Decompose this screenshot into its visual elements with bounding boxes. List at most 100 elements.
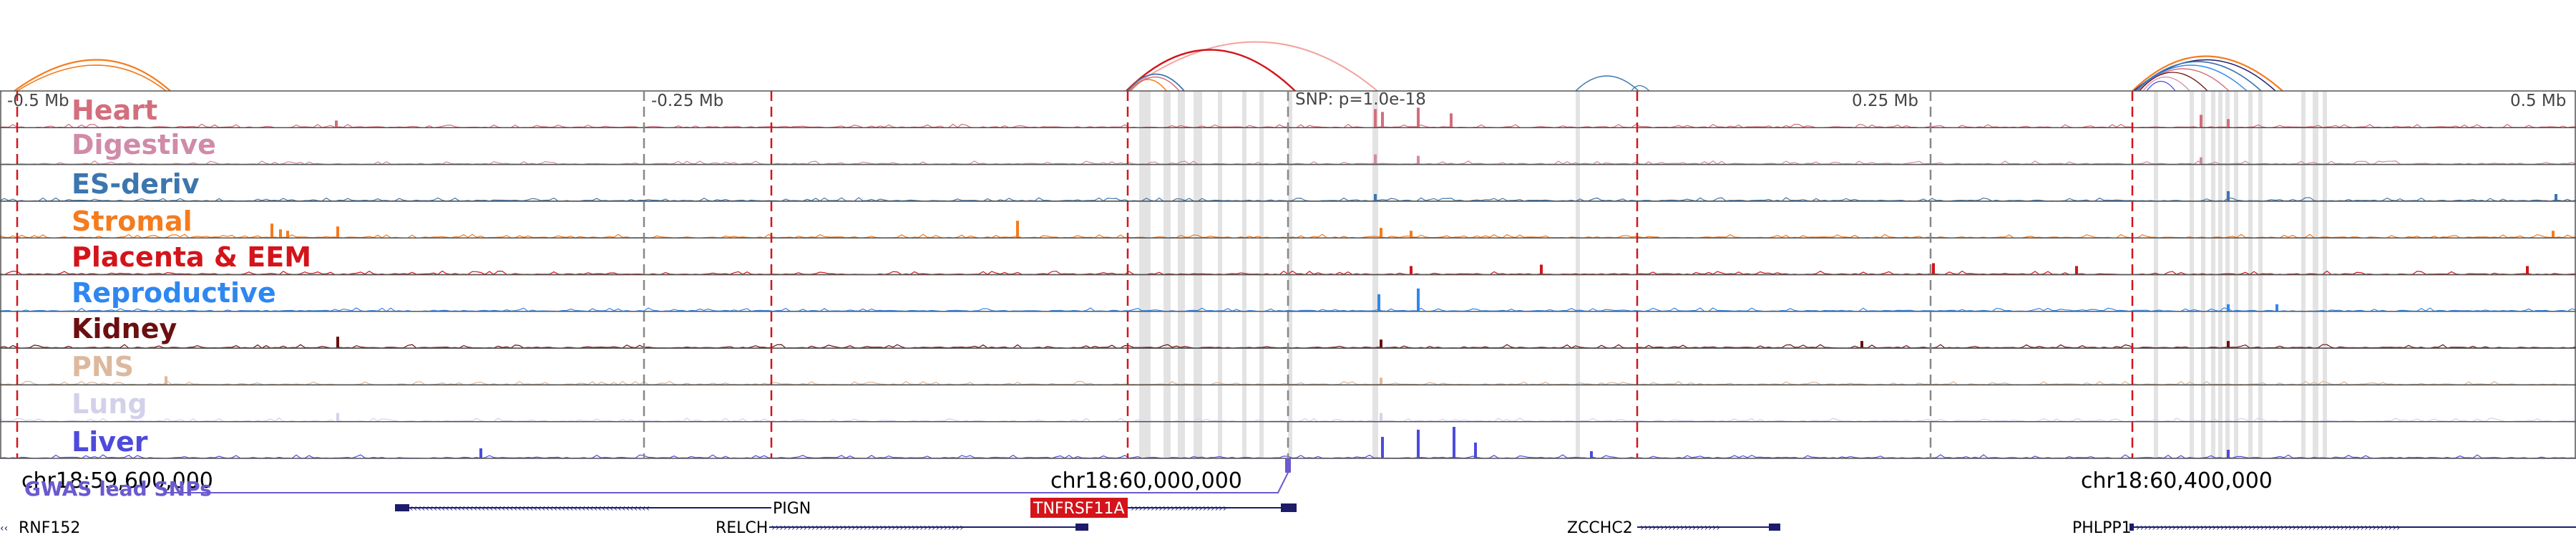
track-peak [1417, 155, 1420, 165]
gene-arrows-pign: ‹‹‹‹‹‹‹‹‹‹‹‹‹‹‹‹‹‹‹‹‹‹‹‹‹‹‹‹‹‹‹‹‹‹‹‹‹‹‹‹… [409, 503, 650, 514]
interaction-arc [2132, 55, 2283, 92]
gene-exon-relch [1075, 524, 1088, 531]
track-peak [2552, 231, 2555, 238]
interaction-arc [1631, 85, 1650, 92]
track-peak [1417, 288, 1420, 312]
gene-exon-phlpp1 [2129, 524, 2134, 531]
gene-name-zcchc2: ZCCHC2 [1567, 519, 1633, 537]
interaction-arc [1126, 49, 1296, 92]
track-peak [1590, 451, 1593, 458]
track-peak [1380, 339, 1382, 349]
gene-arrows-relch: ››››››››››››››››››››››››››››››››››››››››… [771, 522, 964, 534]
track-peak [1417, 430, 1420, 458]
top-axis: -0.5 Mb -0.25 Mb SNP: p=1.0e-18 0.25 Mb … [7, 90, 2566, 110]
interaction-arc [2135, 61, 2262, 92]
track-peak [2275, 304, 2278, 312]
track-peak [270, 223, 273, 238]
track-peak [2075, 266, 2078, 275]
gene-name-pign: PIGN [773, 500, 811, 518]
track-peak [1474, 443, 1477, 458]
track-peak [1450, 113, 1453, 128]
axis-label-mid-left: -0.25 Mb [651, 92, 723, 110]
axis-label-left: -0.5 Mb [7, 92, 69, 110]
interaction-arc [14, 59, 171, 92]
track-peak [1932, 263, 1935, 275]
interaction-arc [1128, 79, 1167, 92]
track-peak [336, 226, 339, 238]
track-peak [2227, 191, 2230, 201]
track-peak [2200, 115, 2202, 128]
track-peak [1410, 231, 1413, 238]
track-peak [1381, 437, 1384, 458]
axis-label-right: 0.5 Mb [2510, 92, 2566, 110]
interaction-arc [2146, 80, 2176, 92]
gene-name-tnfrsf11a: TNFRSF11A [1033, 500, 1125, 518]
interaction-arc [2139, 72, 2208, 92]
track-peak [2526, 266, 2529, 275]
track-peak [1417, 107, 1420, 128]
track-label-lung: Lung [72, 388, 147, 420]
track-peak [1374, 154, 1377, 165]
track-peak [335, 120, 338, 128]
track-peak [1016, 221, 1019, 238]
track-label-liver: Liver [72, 426, 148, 458]
track-peak [1380, 413, 1382, 422]
track-peak [1374, 109, 1377, 128]
track-peak [2555, 193, 2557, 201]
interaction-arc [1575, 75, 1639, 92]
track-peak [1540, 264, 1543, 275]
gwas-track: GWAS lead SNPs [24, 458, 1291, 501]
track-peak [2227, 341, 2230, 349]
track-peak [1381, 112, 1384, 128]
track-peak [286, 231, 289, 238]
track-peak [2227, 304, 2230, 312]
track-peak [1453, 427, 1455, 458]
track-label-kidney: Kidney [72, 313, 177, 344]
gene-name-rnf152: RNF152 [19, 519, 80, 537]
interaction-arc [2136, 64, 2248, 92]
gene-arrows-rnf152: ‹‹ [0, 523, 8, 534]
gwas-label: GWAS lead SNPs [24, 477, 212, 501]
track-peak [1380, 377, 1382, 385]
gene-arrows-phlpp1: ››››››››››››››››››››››››››››››››››››››››… [2136, 522, 2401, 534]
gene-arrows-tnfrsf11a: ›››››››››››››››››››››››› [1131, 503, 1226, 514]
interaction-arc [1127, 73, 1185, 92]
track-peak [2227, 450, 2230, 458]
track-peak [1380, 228, 1382, 238]
track-label-reproductive: Reproductive [72, 277, 276, 309]
track-label-placenta: Placenta & EEM [72, 241, 311, 273]
track-peak [2200, 157, 2202, 165]
gene-arrows-zcchc2: ›››››››››››››››››››› [1640, 522, 1720, 534]
gene-track: ‹‹‹‹‹‹‹‹‹‹‹‹‹‹‹‹‹‹‹‹‹‹‹‹‹‹‹‹‹‹‹‹‹‹‹‹‹‹‹‹… [0, 498, 2576, 537]
track-labels: Heart Digestive ES-deriv Stromal Placent… [72, 95, 311, 458]
track-peak [1860, 341, 1863, 349]
track-label-digestive: Digestive [72, 129, 216, 160]
region-markers [16, 91, 2134, 458]
track-peak [479, 448, 482, 458]
track-peak [1374, 193, 1377, 201]
track-label-heart: Heart [72, 95, 157, 126]
gene-highlight-tnfrsf11a [1030, 498, 1128, 518]
track-peak [336, 413, 339, 422]
track-peak [279, 229, 282, 238]
coord-left: chr18:59,600,000 [21, 468, 213, 493]
track-signal [0, 344, 2576, 349]
gene-exon-zcchc2 [1769, 524, 1780, 531]
interaction-arc [16, 64, 167, 92]
track-peak [336, 337, 339, 349]
track-peak [165, 376, 167, 385]
track-signal [0, 418, 2576, 423]
track-peak [1410, 266, 1413, 275]
interaction-arcs [14, 41, 2283, 92]
gene-exon-pign [395, 504, 409, 511]
track-label-stromal: Stromal [72, 206, 192, 237]
interaction-arc [2142, 76, 2190, 92]
axis-label-mid-right: 0.25 Mb [1852, 92, 1918, 110]
track-peak [1377, 294, 1380, 312]
track-rows [0, 90, 2576, 459]
gene-exon-tnfrsf11a [1281, 503, 1297, 512]
gwas-snp-marker [1285, 458, 1291, 473]
gene-name-relch: RELCH [716, 519, 768, 537]
